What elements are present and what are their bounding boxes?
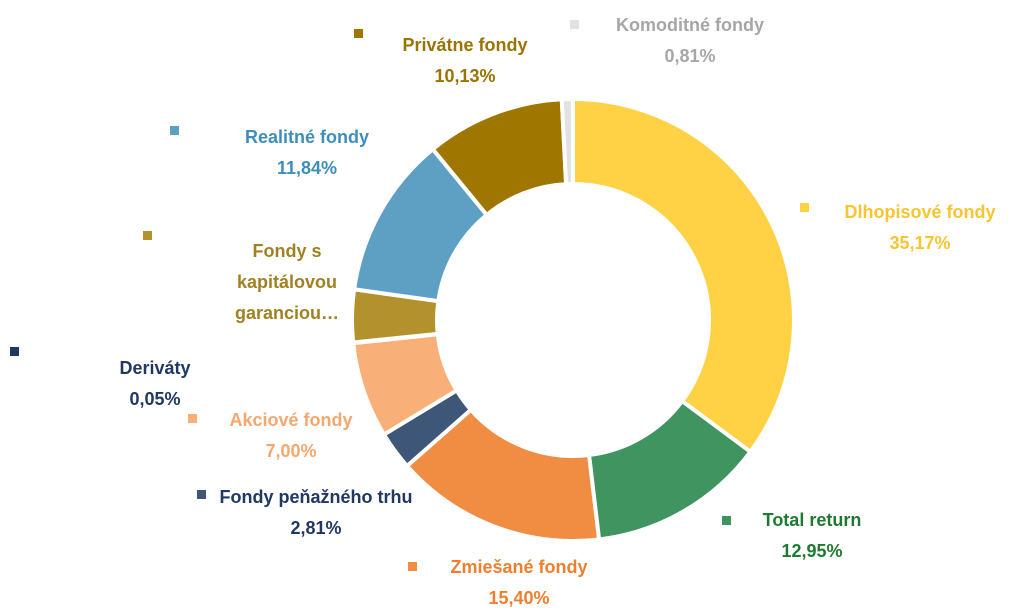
slice-label: Total return 12,95% xyxy=(712,505,912,567)
legend-marker xyxy=(197,490,206,499)
category-name: Dlhopisové fondy xyxy=(844,202,996,222)
legend-marker xyxy=(570,20,579,29)
slice-label: Dlhopisové fondy 35,17% xyxy=(810,197,1023,259)
slice-label: Realitné fondy 11,84% xyxy=(207,122,407,184)
value-label: 12,95% xyxy=(781,541,843,561)
value-label: 7,00% xyxy=(265,441,317,461)
value-label: 10,13% xyxy=(434,66,496,86)
legend-marker xyxy=(170,126,179,135)
value-label: 15,40% xyxy=(488,588,550,608)
category-name: Total return xyxy=(762,510,862,530)
category-name: Zmiešané fondy xyxy=(450,557,588,577)
value-label: 0,05% xyxy=(129,389,181,409)
value-label: 0,81% xyxy=(664,46,716,66)
value-label: 2,81% xyxy=(290,518,342,538)
legend-marker xyxy=(10,347,19,356)
category-name: Deriváty xyxy=(119,358,191,378)
category-name: Komoditné fondy xyxy=(616,15,764,35)
slice-label: Akciové fondy 7,00% xyxy=(191,405,391,467)
category-name: Privátne fondy xyxy=(402,35,528,55)
legend-marker xyxy=(800,203,809,212)
legend-marker xyxy=(354,29,363,38)
category-name: Realitné fondy xyxy=(244,127,369,147)
slice-label: Fondy peňažného trhu 2,81% xyxy=(206,482,426,544)
slice xyxy=(571,96,796,455)
category-name: Akciové fondy xyxy=(229,410,353,430)
category-name: Fondy peňažného trhu xyxy=(219,487,413,507)
slice xyxy=(559,96,575,187)
value-label: 11,84% xyxy=(276,158,338,178)
value-label: 35,17% xyxy=(889,233,951,253)
legend-marker xyxy=(143,231,152,240)
category-name: Fondy s kapitálovou garanciou… xyxy=(234,241,340,323)
slice-label: Fondy s kapitálovou garanciou… xyxy=(217,236,357,329)
slice-label: Komoditné fondy 0,81% xyxy=(580,10,800,72)
legend-marker xyxy=(188,414,197,423)
slice-label: Zmiešané fondy 15,40% xyxy=(409,552,629,614)
legend-marker xyxy=(408,562,417,571)
slice-label: Deriváty 0,05% xyxy=(85,353,225,415)
legend-marker xyxy=(722,516,731,525)
slice-label: Privátne fondy 10,13% xyxy=(365,30,565,92)
